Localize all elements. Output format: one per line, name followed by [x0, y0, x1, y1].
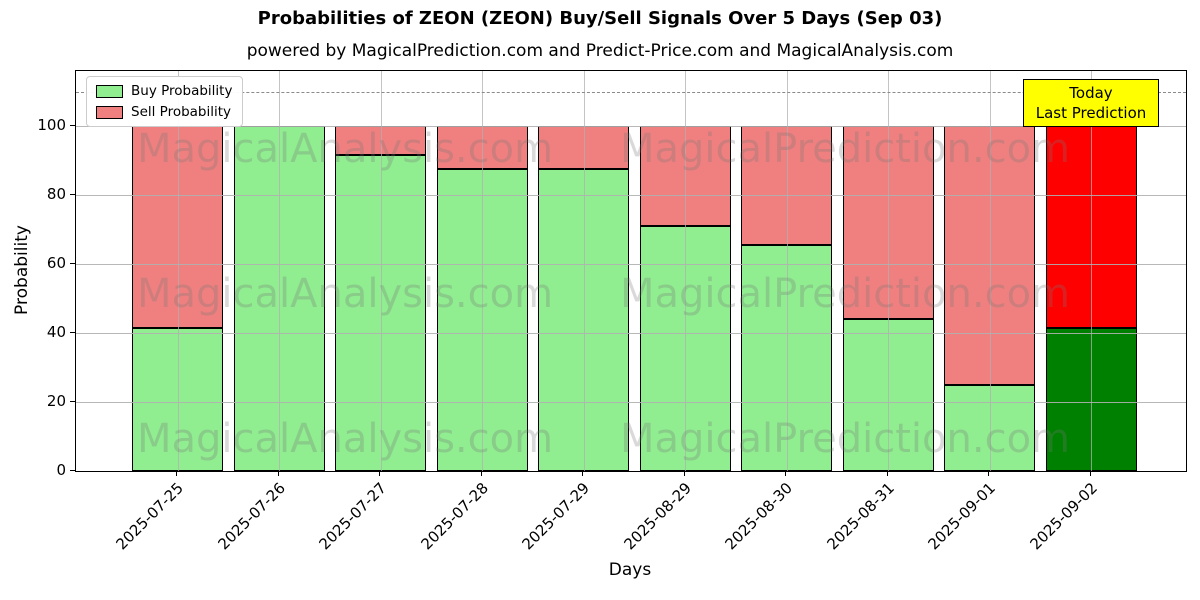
- vertical-gridline: [685, 71, 687, 471]
- vertical-gridline: [1091, 71, 1093, 471]
- dashed-guide-line: [76, 91, 1186, 93]
- x-tick-mark: [582, 471, 584, 477]
- x-axis-title: Days: [608, 560, 652, 580]
- x-tick-mark: [480, 471, 482, 477]
- x-tick-label: 2025-07-28: [417, 479, 492, 554]
- watermark-magicalprediction: MagicalPrediction.com: [620, 416, 1070, 462]
- x-tick-mark: [277, 471, 279, 477]
- x-tick-label: 2025-07-29: [518, 479, 594, 554]
- plot-area: Buy Probability Sell Probability Today L…: [75, 70, 1187, 472]
- x-tick-mark: [886, 471, 888, 477]
- y-tick-mark: [70, 400, 75, 402]
- x-tick-label: 2025-09-01: [924, 479, 1000, 554]
- x-tick-mark: [785, 471, 787, 477]
- x-tick-label: 2025-07-25: [112, 479, 188, 554]
- vertical-gridline: [989, 71, 991, 471]
- x-tick-mark: [176, 471, 178, 477]
- x-tick-label: 2025-08-31: [823, 479, 898, 554]
- chart-title: Probabilities of ZEON (ZEON) Buy/Sell Si…: [257, 8, 943, 29]
- today-annotation: Today Last Prediction: [1023, 79, 1159, 127]
- y-tick-mark: [70, 193, 75, 195]
- x-tick-label: 2025-09-02: [1026, 479, 1101, 554]
- vertical-gridline: [583, 71, 585, 471]
- y-tick-label: 20: [46, 392, 66, 411]
- x-tick-label: 2025-07-26: [214, 479, 289, 554]
- vertical-gridline: [380, 71, 382, 471]
- y-tick-label: 60: [46, 254, 66, 273]
- vertical-gridline: [482, 71, 484, 471]
- y-tick-mark: [70, 331, 75, 333]
- x-tick-mark: [988, 471, 990, 477]
- vertical-gridline: [888, 71, 890, 471]
- legend-item-buy: Buy Probability: [96, 83, 232, 99]
- x-tick-mark: [683, 471, 685, 477]
- buy-swatch-icon: [96, 84, 123, 98]
- watermark-magicalanalysis: MagicalAnalysis.com: [136, 271, 554, 317]
- watermark-magicalanalysis: MagicalAnalysis.com: [136, 126, 554, 172]
- horizontal-gridline: [76, 195, 1186, 197]
- legend: Buy Probability Sell Probability: [86, 76, 244, 127]
- vertical-gridline: [786, 71, 788, 471]
- horizontal-gridline: [76, 126, 1186, 128]
- x-tick-label: 2025-08-30: [721, 479, 797, 554]
- watermark-magicalprediction: MagicalPrediction.com: [620, 271, 1070, 317]
- legend-label-buy: Buy Probability: [131, 83, 233, 99]
- sell-swatch-icon: [96, 105, 123, 119]
- y-tick-mark: [70, 262, 75, 264]
- y-tick-mark: [70, 124, 75, 126]
- y-tick-label: 100: [37, 116, 66, 135]
- chart-subtitle: powered by MagicalPrediction.com and Pre…: [246, 41, 954, 61]
- watermark-magicalprediction: MagicalPrediction.com: [620, 126, 1070, 172]
- x-tick-mark: [1089, 471, 1091, 477]
- x-tick-mark: [379, 471, 381, 477]
- today-annotation-line1: Today: [1069, 84, 1113, 102]
- vertical-gridline: [279, 71, 281, 471]
- y-tick-label: 40: [46, 323, 66, 342]
- legend-label-sell: Sell Probability: [131, 104, 232, 120]
- x-tick-label: 2025-07-27: [315, 479, 391, 554]
- y-tick-mark: [70, 469, 75, 471]
- vertical-gridline: [177, 71, 179, 471]
- watermark-magicalanalysis: MagicalAnalysis.com: [136, 416, 554, 462]
- y-tick-label: 80: [46, 185, 66, 204]
- y-tick-label: 0: [56, 461, 66, 479]
- horizontal-gridline: [76, 264, 1186, 266]
- legend-item-sell: Sell Probability: [96, 104, 232, 120]
- horizontal-gridline: [76, 402, 1186, 404]
- today-annotation-line2: Last Prediction: [1035, 104, 1147, 122]
- horizontal-gridline: [76, 333, 1186, 335]
- x-tick-label: 2025-08-29: [620, 479, 695, 554]
